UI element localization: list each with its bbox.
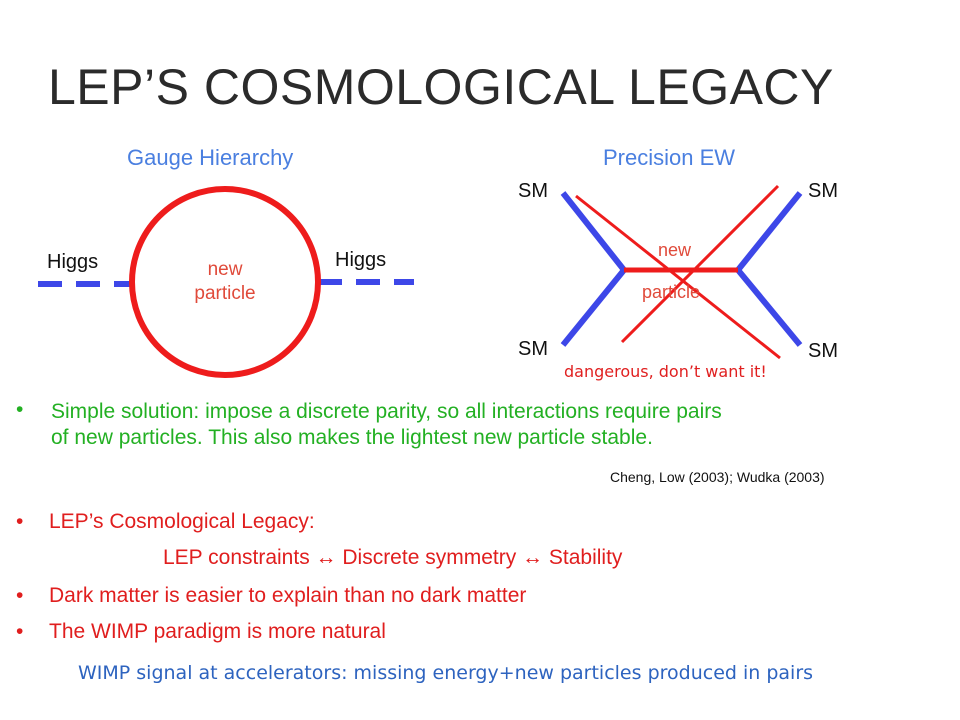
red-bullet-text-1: LEP’s Cosmological Legacy: <box>49 510 315 533</box>
footer-note: WIMP signal at accelerators: missing ene… <box>78 662 814 684</box>
sm-line-bottom-left <box>560 268 627 347</box>
loop-circle <box>129 186 321 378</box>
loop-particle-label-line2: particle <box>194 283 256 304</box>
green-bullet-line1: Simple solution: impose a discrete parit… <box>51 400 722 423</box>
red-bullet-marker-3: • <box>16 584 24 607</box>
loop-particle-label-line1: new <box>207 259 243 280</box>
cross-line-b <box>620 184 780 344</box>
dangerous-annotation: dangerous, don’t want it! <box>564 362 767 381</box>
gauge-hierarchy-title: Gauge Hierarchy <box>127 145 294 170</box>
green-bullet-line2: of new particles. This also makes the li… <box>51 426 653 449</box>
propagator-new-label: new <box>658 240 692 260</box>
propagator-particle-label: particle <box>642 282 701 302</box>
sm-line-top-left <box>560 191 627 272</box>
red-bullet-text-2: LEP constraints ↔ Discrete symmetry ↔ St… <box>163 546 623 569</box>
higgs-left-label: Higgs <box>47 251 99 273</box>
sm-line-top-right <box>735 191 803 272</box>
red-bullet-text-3: Dark matter is easier to explain than no… <box>49 584 527 607</box>
sm-line-bottom-right <box>735 268 803 347</box>
precision-ew-title: Precision EW <box>603 145 736 170</box>
sm-top-right-label: SM <box>808 180 838 202</box>
red-bullet-marker-4: • <box>16 620 24 643</box>
citation: Cheng, Low (2003); Wudka (2003) <box>610 469 825 485</box>
precision-ew-diagram <box>560 184 803 360</box>
loop-particle-label: new particle <box>175 258 275 306</box>
green-bullet-marker: • <box>16 398 24 421</box>
slide-title: LEP’S COSMOLOGICAL LEGACY <box>48 59 834 115</box>
sm-bottom-right-label: SM <box>808 340 838 362</box>
sm-top-left-label: SM <box>518 180 548 202</box>
cross-line-a <box>575 194 781 360</box>
higgs-right-label: Higgs <box>335 249 387 271</box>
sm-bottom-left-label: SM <box>518 338 548 360</box>
gauge-hierarchy-diagram <box>38 186 414 378</box>
red-bullet-marker-1: • <box>16 510 24 533</box>
red-bullet-text-4: The WIMP paradigm is more natural <box>49 620 386 643</box>
